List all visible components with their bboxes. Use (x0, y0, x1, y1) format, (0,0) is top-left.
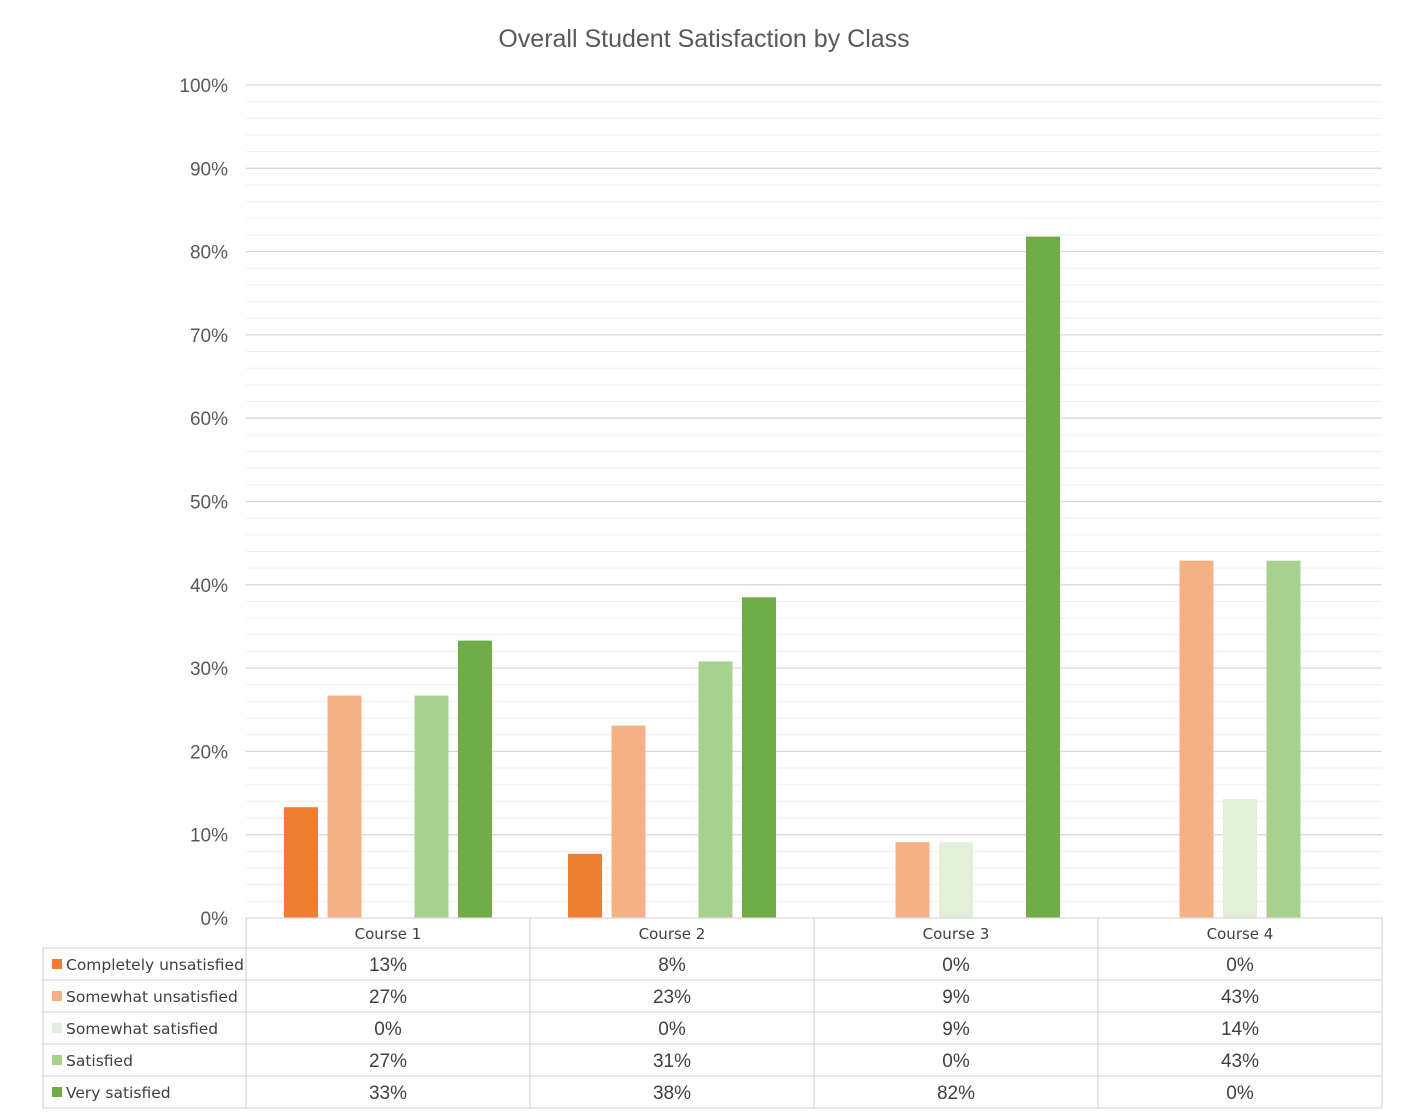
x-category-label: Course 1 (355, 925, 422, 943)
data-label: 27% (369, 987, 407, 1008)
data-label: 0% (374, 1019, 402, 1040)
bar-4-1 (414, 695, 449, 918)
y-tick-label: 80% (190, 243, 228, 264)
y-tick-label: 50% (190, 493, 228, 514)
data-label: 9% (942, 987, 970, 1008)
legend-label: Very satisfied (66, 1084, 171, 1102)
data-label: 13% (369, 955, 407, 976)
x-category-label: Course 3 (923, 925, 990, 943)
data-label: 23% (653, 987, 691, 1008)
legend-label: Somewhat unsatisfied (66, 988, 238, 1006)
data-table: Course 1 Course 2 Course 3 Course 4 Complete… (42, 917, 1383, 1109)
bar-5-1 (458, 640, 492, 918)
bar-5-2 (742, 597, 776, 918)
legend-label: Somewhat satisfied (66, 1020, 218, 1038)
y-tick-label: 10% (190, 826, 228, 847)
data-label: 38% (653, 1083, 691, 1104)
y-tick-label: 60% (190, 409, 228, 430)
x-category-label: Course 2 (639, 925, 706, 943)
y-tick-label: 40% (190, 576, 228, 597)
legend-key-1 (52, 959, 62, 969)
data-label: 8% (658, 955, 686, 976)
legend-key-5 (52, 1087, 62, 1097)
bar-5-3 (1026, 236, 1060, 918)
y-tick-label: 20% (190, 742, 228, 763)
bar-3-4 (1223, 798, 1257, 918)
data-label: 0% (658, 1019, 686, 1040)
legend-key-4 (52, 1055, 62, 1065)
legend-label: Satisfied (66, 1052, 133, 1070)
data-label: 0% (1226, 1083, 1254, 1104)
y-tick-label: 100% (179, 76, 228, 97)
y-axis-ticks: 0% 10% 20% 30% 40% 50% 60% 70% 80% 90% 100% (179, 76, 228, 930)
bar-1-1 (284, 807, 318, 918)
data-label: 43% (1221, 1051, 1259, 1072)
bar-1-2 (568, 853, 602, 918)
data-label: 43% (1221, 987, 1259, 1008)
y-tick-label: 30% (190, 659, 228, 680)
bar-2-4 (1179, 560, 1214, 918)
data-label: 33% (369, 1083, 407, 1104)
x-category-label: Course 4 (1207, 925, 1274, 943)
data-label: 0% (942, 955, 970, 976)
data-label: 14% (1221, 1019, 1259, 1040)
bar-2-2 (611, 725, 646, 918)
bar-3-3 (939, 842, 973, 918)
bar-2-1 (327, 695, 362, 918)
y-tick-label: 0% (201, 909, 229, 930)
bar-2-3 (895, 842, 930, 918)
data-label: 31% (653, 1051, 691, 1072)
legend-key-2 (52, 991, 62, 1001)
y-tick-label: 90% (190, 159, 228, 180)
bars (284, 236, 1301, 918)
chart-title: Overall Student Satisfaction by Class (498, 25, 909, 53)
data-label: 0% (1226, 955, 1254, 976)
data-label: 9% (942, 1019, 970, 1040)
y-tick-label: 70% (190, 326, 228, 347)
data-label: 27% (369, 1051, 407, 1072)
bar-4-2 (698, 661, 733, 918)
bar-4-4 (1266, 560, 1301, 918)
legend-label: Completely unsatisfied (66, 956, 244, 974)
legend-key-3 (52, 1023, 62, 1033)
data-label: 82% (937, 1083, 975, 1104)
data-label: 0% (942, 1051, 970, 1072)
